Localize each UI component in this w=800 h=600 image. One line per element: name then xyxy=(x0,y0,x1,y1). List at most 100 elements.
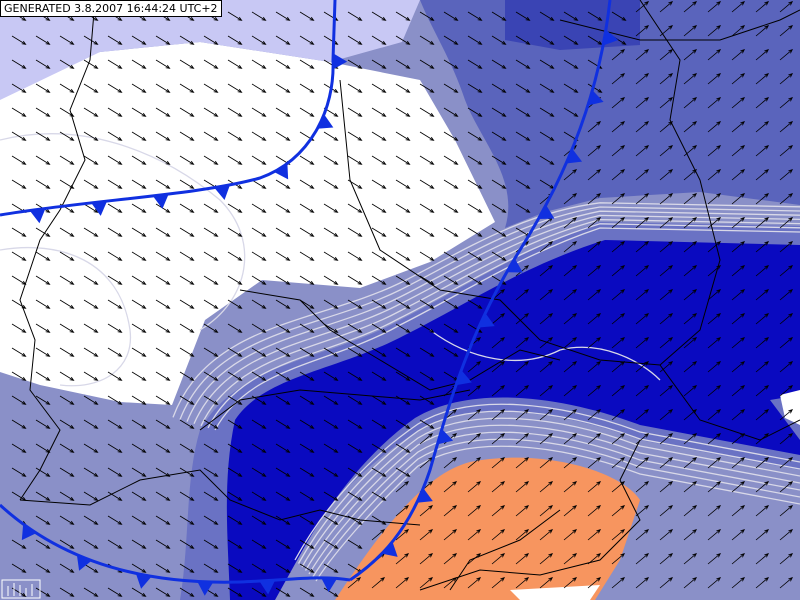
wind-arrow xyxy=(275,539,291,549)
wind-arrow xyxy=(395,59,411,69)
wind-arrow xyxy=(179,515,195,525)
wind-arrow xyxy=(59,563,75,573)
wind-arrow xyxy=(563,193,578,205)
wind-arrow xyxy=(467,299,483,309)
wind-arrow xyxy=(731,409,746,421)
wind-arrow xyxy=(323,179,339,189)
wind-arrow xyxy=(227,563,243,573)
wind-arrow xyxy=(251,587,267,597)
wind-arrow xyxy=(659,145,674,157)
wind-arrow xyxy=(107,203,123,213)
logo-frame xyxy=(1,579,41,599)
wind-arrow xyxy=(275,275,291,285)
wind-arrow xyxy=(299,155,315,165)
wind-arrow xyxy=(563,169,578,181)
wind-arrow xyxy=(395,323,411,333)
wind-arrow xyxy=(179,443,195,453)
wind-arrow xyxy=(179,203,195,213)
front-triangle xyxy=(333,53,348,70)
wind-arrow xyxy=(11,539,27,549)
wind-arrow xyxy=(419,203,435,213)
wind-arrow xyxy=(779,217,794,229)
wind-arrow xyxy=(155,35,171,45)
wind-arrow xyxy=(539,529,554,541)
wind-arrow xyxy=(659,313,674,325)
border xyxy=(659,364,800,441)
wind-arrow xyxy=(707,265,722,277)
wind-arrow xyxy=(659,265,674,277)
wind-arrow xyxy=(155,491,171,501)
wind-arrow xyxy=(611,49,626,61)
timestamp: GENERATED 3.8.2007 16:44:24 UTC+2 xyxy=(0,0,222,17)
front-triangle xyxy=(76,554,92,571)
wind-arrow xyxy=(59,443,75,453)
wind-arrow xyxy=(251,83,267,93)
isoline xyxy=(297,410,800,564)
wind-arrow xyxy=(299,275,315,285)
wind-arrow xyxy=(323,275,339,285)
wind-arrow xyxy=(491,457,506,469)
wind-arrow xyxy=(707,553,722,565)
wind-arrow xyxy=(539,361,554,373)
wind-arrow xyxy=(275,83,291,93)
wind-arrow xyxy=(155,179,171,189)
isoline xyxy=(315,445,800,582)
wind-arrow xyxy=(203,59,219,69)
wind-arrow xyxy=(107,251,123,261)
wind-arrow xyxy=(635,289,650,301)
wind-arrow xyxy=(323,203,339,213)
fronts xyxy=(0,0,619,596)
wind-arrow xyxy=(635,193,650,205)
wind-arrow xyxy=(35,467,51,477)
wind-arrow xyxy=(83,35,99,45)
wind-arrow xyxy=(299,35,315,45)
wind-arrow xyxy=(35,563,51,573)
mid-region-dark xyxy=(505,0,640,50)
wind-arrow xyxy=(443,299,459,309)
wind-arrow xyxy=(563,11,579,21)
wind-arrow xyxy=(35,131,51,141)
wind-arrow xyxy=(347,491,363,501)
wind-arrow xyxy=(131,467,147,477)
front-triangle xyxy=(152,194,169,209)
wind-arrow xyxy=(131,131,147,141)
wind-arrow xyxy=(227,59,243,69)
wind-arrow xyxy=(419,505,434,517)
wind-arrow xyxy=(35,83,51,93)
wind-arrow xyxy=(11,371,27,381)
wind-arrow xyxy=(683,265,698,277)
wind-arrow xyxy=(59,59,75,69)
wind-arrow xyxy=(443,83,459,93)
wind-arrow xyxy=(587,529,602,541)
wind-arrow xyxy=(587,265,602,277)
wind-arrow xyxy=(131,83,147,93)
wind-arrow xyxy=(539,433,554,445)
wind-arrow xyxy=(371,371,387,381)
wind-arrow xyxy=(83,467,99,477)
wind-arrow xyxy=(419,433,434,445)
wind-arrow xyxy=(539,35,555,45)
wind-arrow xyxy=(227,443,243,453)
wind-arrow xyxy=(107,587,123,597)
wind-arrow xyxy=(251,371,267,381)
wind-arrow xyxy=(683,505,698,517)
wind-arrow xyxy=(107,443,123,453)
wind-arrow xyxy=(395,227,411,237)
wind-arrow xyxy=(83,515,99,525)
wind-arrow xyxy=(35,107,51,117)
front-triangle xyxy=(91,201,108,216)
wind-arrow xyxy=(251,275,267,285)
wind-arrow xyxy=(395,179,411,189)
wind-arrow xyxy=(107,299,123,309)
wind-arrow xyxy=(371,107,387,117)
wind-arrow xyxy=(467,577,482,589)
border xyxy=(19,0,96,501)
wind-arrow xyxy=(491,529,506,541)
wind-arrow xyxy=(755,145,770,157)
wind-arrow xyxy=(419,107,435,117)
wind-arrow xyxy=(563,241,578,253)
wind-arrow xyxy=(443,155,459,165)
border xyxy=(449,509,561,591)
wind-arrow xyxy=(779,1,794,13)
